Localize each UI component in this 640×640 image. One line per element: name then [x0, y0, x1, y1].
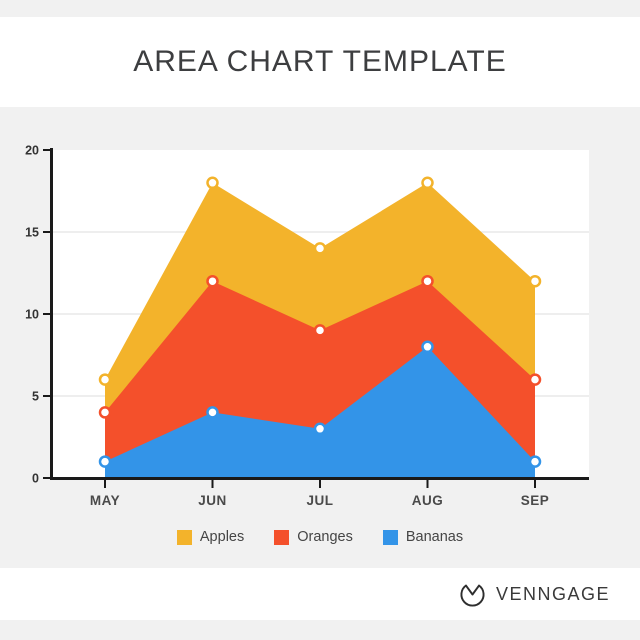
- legend-swatch-icon: [176, 529, 192, 545]
- data-point-apples: [528, 274, 542, 288]
- legend-label: Apples: [199, 529, 245, 545]
- legend-label: Oranges: [297, 529, 353, 545]
- data-point-oranges: [528, 373, 542, 386]
- x-axis-category-label: JUL: [306, 493, 333, 508]
- y-axis-tick-label: 0: [32, 472, 39, 486]
- legend-label: Bananas: [405, 529, 464, 545]
- legend-swatch-icon: [274, 529, 290, 545]
- x-axis-category-label: AUG: [412, 493, 444, 508]
- data-point-oranges: [421, 274, 434, 288]
- x-axis-category-label: MAY: [90, 493, 120, 508]
- area-chart: 0 5 10 15 20 MAY JUN JUL AUG SEP Apples Oranges Ban…: [0, 107, 640, 568]
- data-point-bananas: [421, 340, 434, 354]
- footer-brand-bar: VENNGAGE: [0, 568, 640, 620]
- legend-item-bananas: Bananas: [382, 529, 464, 545]
- brand-name: VENNGAGE: [495, 583, 610, 604]
- area-series-bananas: [105, 346, 535, 478]
- data-point-bananas: [206, 406, 219, 419]
- data-point-apples: [206, 176, 219, 190]
- data-point-oranges: [313, 324, 327, 337]
- data-point-oranges: [206, 274, 219, 288]
- legend-item-apples: Apples: [176, 529, 245, 545]
- page-title: AREA CHART TEMPLATE: [133, 45, 507, 78]
- x-axis-category-label: SEP: [521, 493, 550, 508]
- x-axis-category-label: JUN: [198, 493, 227, 508]
- chart-legend: Apples Oranges Bananas: [0, 524, 640, 550]
- y-axis-tick-label: 5: [32, 390, 39, 404]
- data-point-apples: [98, 373, 112, 386]
- y-axis-tick-label: 10: [25, 308, 39, 322]
- venngage-clock-icon: [460, 584, 485, 606]
- y-axis-tick-label: 15: [25, 226, 39, 240]
- data-point-bananas: [313, 422, 327, 436]
- data-point-bananas: [98, 455, 112, 468]
- legend-item-oranges: Oranges: [274, 529, 353, 545]
- chart-canvas: 0 5 10 15 20 MAY JUN JUL AUG SEP: [25, 144, 589, 508]
- data-point-bananas: [528, 455, 542, 468]
- legend-swatch-icon: [382, 529, 398, 545]
- data-point-apples: [421, 176, 434, 190]
- data-point-apples: [313, 242, 327, 255]
- y-axis-tick-label: 20: [25, 144, 39, 158]
- data-point-oranges: [98, 406, 112, 419]
- title-band: AREA CHART TEMPLATE: [0, 17, 640, 107]
